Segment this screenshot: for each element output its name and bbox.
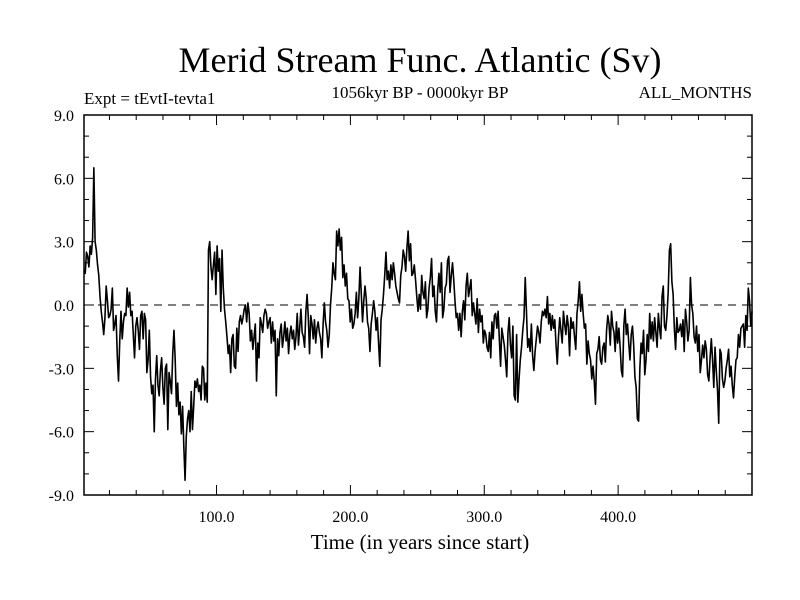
y-tick-label: -3.0 — [49, 361, 74, 378]
subtitle-center: 1056kyr BP - 0000kyr BP — [332, 83, 509, 102]
series-line — [83, 166, 753, 482]
y-axis: -9.0 -6.0 -3.0 0.0 3.0 6.0 9.0 — [49, 108, 752, 505]
subtitle-left: Expt = tEvtI-tevta1 — [84, 89, 215, 108]
chart-title: Merid Stream Func. Atlantic (Sv) — [179, 40, 662, 80]
y-tick-label: 3.0 — [54, 235, 74, 252]
subtitle-right: ALL_MONTHS — [639, 83, 752, 102]
y-tick-label: -9.0 — [49, 488, 74, 505]
y-tick-label: 0.0 — [54, 298, 74, 315]
x-tick-label: 400.0 — [600, 509, 636, 526]
x-tick-label: 300.0 — [466, 509, 502, 526]
y-tick-label: 6.0 — [54, 171, 74, 188]
x-tick-label: 100.0 — [199, 509, 235, 526]
x-tick-label: 200.0 — [332, 509, 368, 526]
plot-area: -9.0 -6.0 -3.0 0.0 3.0 6.0 9.0 100.0 200.0 300.0… — [49, 108, 753, 526]
y-tick-label: -6.0 — [49, 425, 74, 442]
y-tick-label: 9.0 — [54, 108, 74, 125]
x-axis: 100.0 200.0 300.0 400.0 — [108, 115, 726, 526]
x-axis-label: Time (in years since start) — [311, 530, 530, 554]
